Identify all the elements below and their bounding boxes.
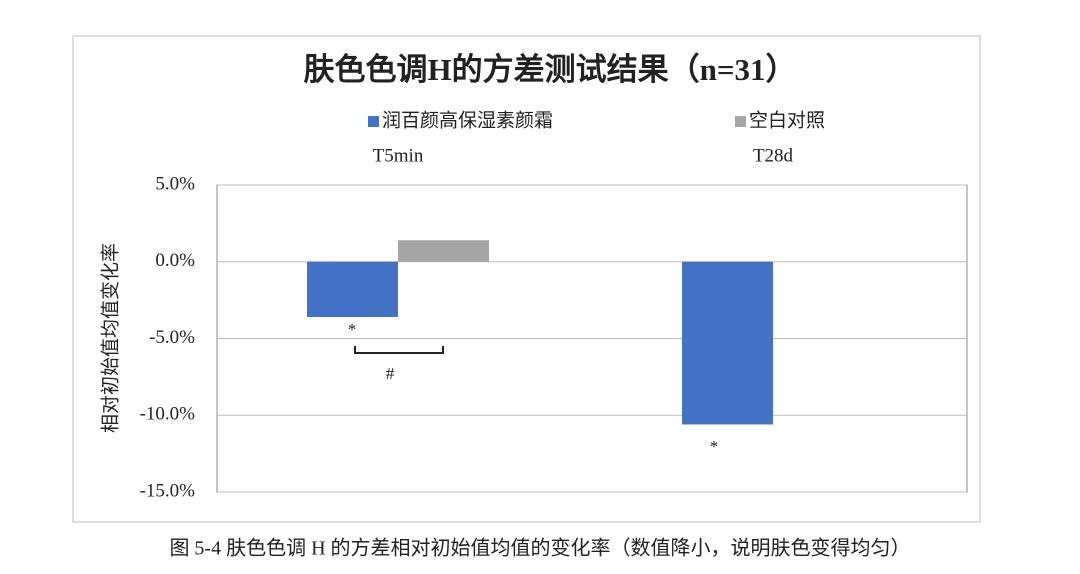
annotation: * — [348, 320, 357, 339]
bar — [682, 261, 773, 425]
legend-label: 润百颜高保湿素颜霜 — [382, 109, 553, 131]
category-label: T28d — [753, 145, 794, 166]
y-axis-title: 相对初始值均值变化率 — [99, 243, 121, 433]
annotation: * — [710, 437, 719, 456]
y-tick-label: -15.0% — [140, 480, 196, 501]
bar — [307, 261, 398, 318]
legend-swatch — [368, 116, 379, 127]
caption: 图 5-4 肤色色调 H 的方差相对初始值均值的变化率（数值降小，说明肤色变得均… — [169, 537, 910, 560]
legend-label: 空白对照 — [749, 109, 825, 131]
bar — [398, 240, 489, 262]
legend-swatch — [735, 116, 746, 127]
y-tick-label: 5.0% — [155, 173, 195, 194]
annotation: # — [386, 364, 395, 383]
y-tick-label: -10.0% — [140, 404, 196, 425]
y-tick-label: -5.0% — [149, 327, 195, 348]
chart-title: 肤色色调H的方差测试结果（n=31） — [303, 52, 796, 87]
category-label: T5min — [373, 145, 424, 166]
bracket — [354, 346, 444, 354]
y-tick-label: 0.0% — [155, 250, 195, 271]
chart-frame — [72, 35, 981, 523]
